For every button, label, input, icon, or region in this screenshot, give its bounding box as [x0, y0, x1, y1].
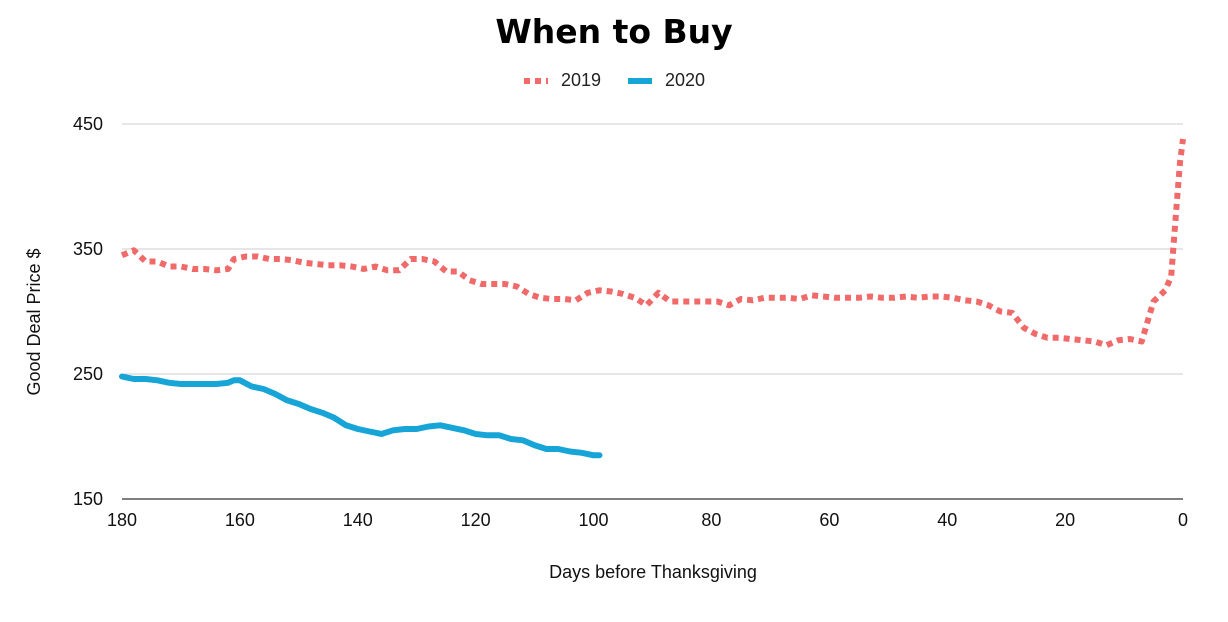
- y-axis-label: Good Deal Price $: [24, 248, 44, 395]
- x-tick-label: 20: [1055, 510, 1075, 530]
- legend-swatch-2019: [523, 77, 548, 84]
- x-tick-label: 180: [107, 510, 137, 530]
- legend-swatch-2020: [628, 77, 652, 84]
- y-tick-label: 150: [73, 489, 103, 509]
- x-tick-label: 140: [343, 510, 373, 530]
- y-tick-label: 450: [73, 114, 103, 134]
- legend-label-2020: 2020: [665, 70, 706, 90]
- y-tick-label: 250: [73, 364, 103, 384]
- series-line-2020: [119, 373, 603, 459]
- series-line-2019: [120, 138, 1186, 349]
- legend: 2019 2020: [0, 70, 1228, 91]
- x-axis-label: Days before Thanksgiving: [549, 562, 757, 582]
- chart-title: When to Buy: [495, 12, 733, 51]
- x-tick-label: 80: [701, 510, 721, 530]
- x-tick-label: 160: [225, 510, 255, 530]
- x-tick-label: 60: [819, 510, 839, 530]
- grid-layer: [122, 123, 1183, 500]
- x-tick-label: 40: [937, 510, 957, 530]
- legend-item-2019: 2019: [523, 70, 601, 91]
- x-tick-label: 100: [579, 510, 609, 530]
- x-tick-label: 0: [1178, 510, 1188, 530]
- axis-layer: 150 250 350 450 180 160 140 120 100 80 60 40 20 0: [73, 114, 1188, 530]
- legend-label-2019: 2019: [560, 70, 601, 90]
- y-tick-label: 350: [73, 239, 103, 259]
- series-layer: [119, 138, 1186, 459]
- x-tick-label: 120: [461, 510, 491, 530]
- legend-item-2020: 2020: [627, 70, 705, 91]
